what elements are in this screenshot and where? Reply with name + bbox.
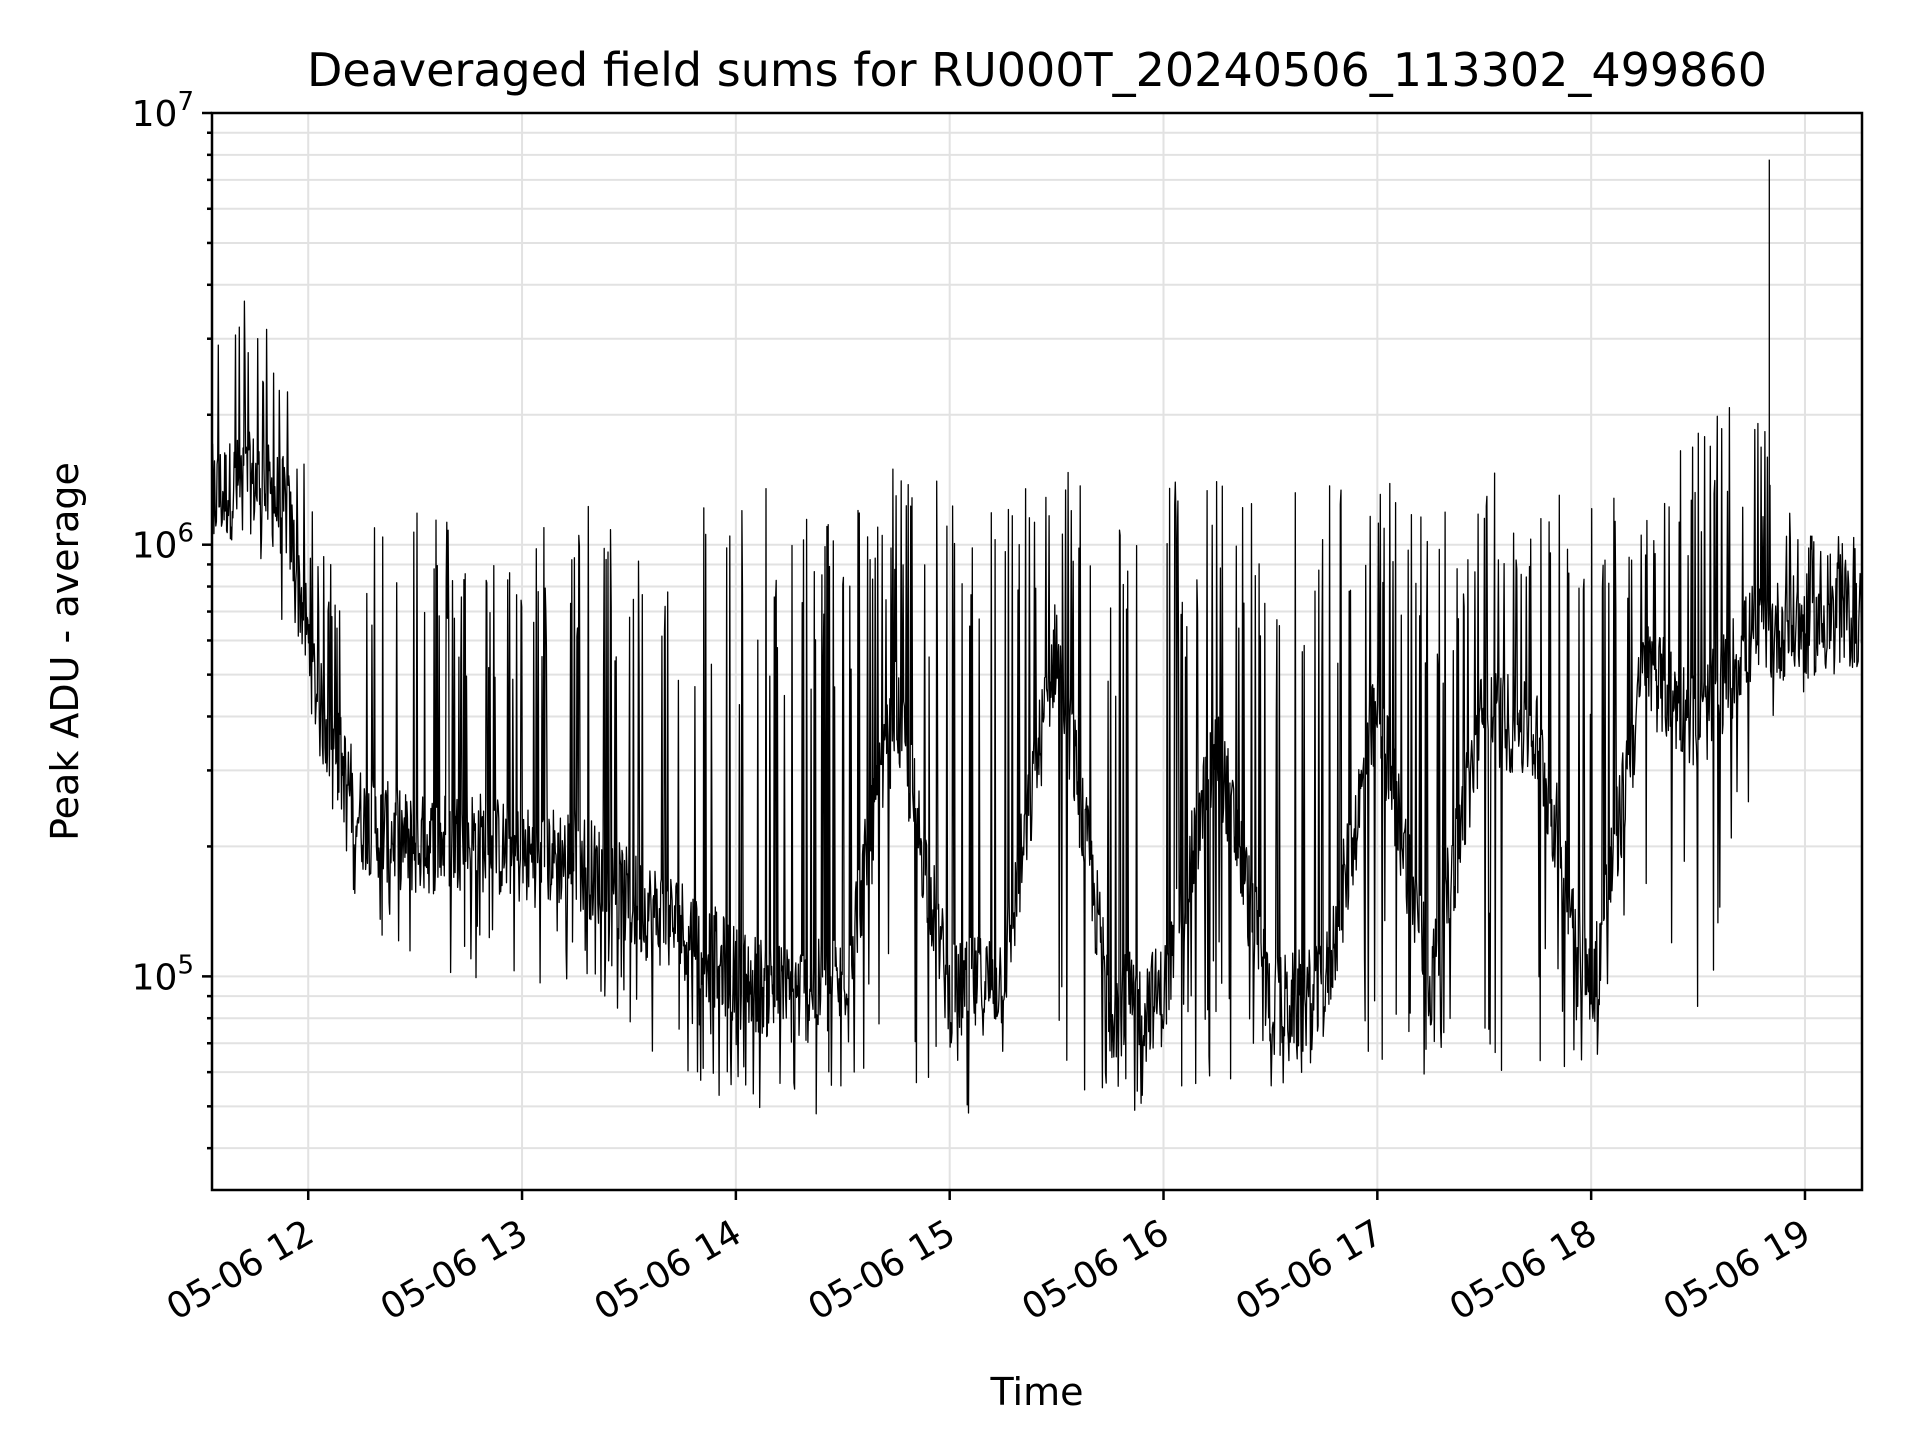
x-tick-label: 05-06 19 [1657,1212,1818,1328]
series-line [211,159,1863,1115]
axis-ticks: 105 106 107 05-06 12 05-06 13 05-06 14 05-06 1… [132,87,1818,1329]
x-tick-label: 05-06 14 [588,1212,749,1328]
x-axis-label: Time [990,1370,1084,1414]
y-tick-label: 107 [132,87,194,135]
y-tick-label: 105 [132,950,194,998]
x-tick-label: 05-06 12 [160,1212,321,1328]
x-tick-label: 05-06 15 [802,1212,963,1328]
chart-title: Deaveraged field sums for RU000T_2024050… [307,43,1767,97]
y-tick-label: 106 [132,519,194,567]
x-tick-label: 05-06 16 [1015,1212,1176,1328]
x-tick-label: 05-06 18 [1443,1212,1604,1328]
y-axis-label: Peak ADU - average [43,462,87,841]
plot-frame [210,111,1864,1192]
x-tick-label: 05-06 13 [374,1212,535,1328]
x-tick-label: 05-06 17 [1229,1212,1390,1328]
